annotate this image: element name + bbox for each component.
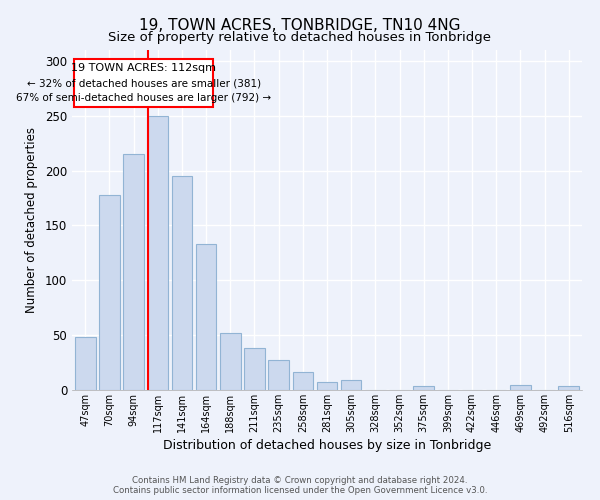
Text: 67% of semi-detached houses are larger (792) →: 67% of semi-detached houses are larger (… [16,94,271,104]
Bar [220,333,241,390]
Bar [196,244,217,390]
Text: 19 TOWN ACRES: 112sqm: 19 TOWN ACRES: 112sqm [71,62,217,72]
Bar [293,372,313,390]
Bar [317,382,337,390]
Bar [172,176,192,390]
Bar [268,360,289,390]
FancyBboxPatch shape [74,59,214,107]
Bar [510,384,530,390]
X-axis label: Distribution of detached houses by size in Tonbridge: Distribution of detached houses by size … [163,439,491,452]
Y-axis label: Number of detached properties: Number of detached properties [25,127,38,313]
Bar [559,386,579,390]
Bar [124,154,144,390]
Bar [413,386,434,390]
Text: Size of property relative to detached houses in Tonbridge: Size of property relative to detached ho… [109,31,491,44]
Text: 19, TOWN ACRES, TONBRIDGE, TN10 4NG: 19, TOWN ACRES, TONBRIDGE, TN10 4NG [139,18,461,32]
Text: Contains HM Land Registry data © Crown copyright and database right 2024.
Contai: Contains HM Land Registry data © Crown c… [113,476,487,495]
Bar [148,116,168,390]
Bar [75,338,95,390]
Bar [341,380,361,390]
Text: ← 32% of detached houses are smaller (381): ← 32% of detached houses are smaller (38… [27,79,261,89]
Bar [244,348,265,390]
Bar [99,195,120,390]
